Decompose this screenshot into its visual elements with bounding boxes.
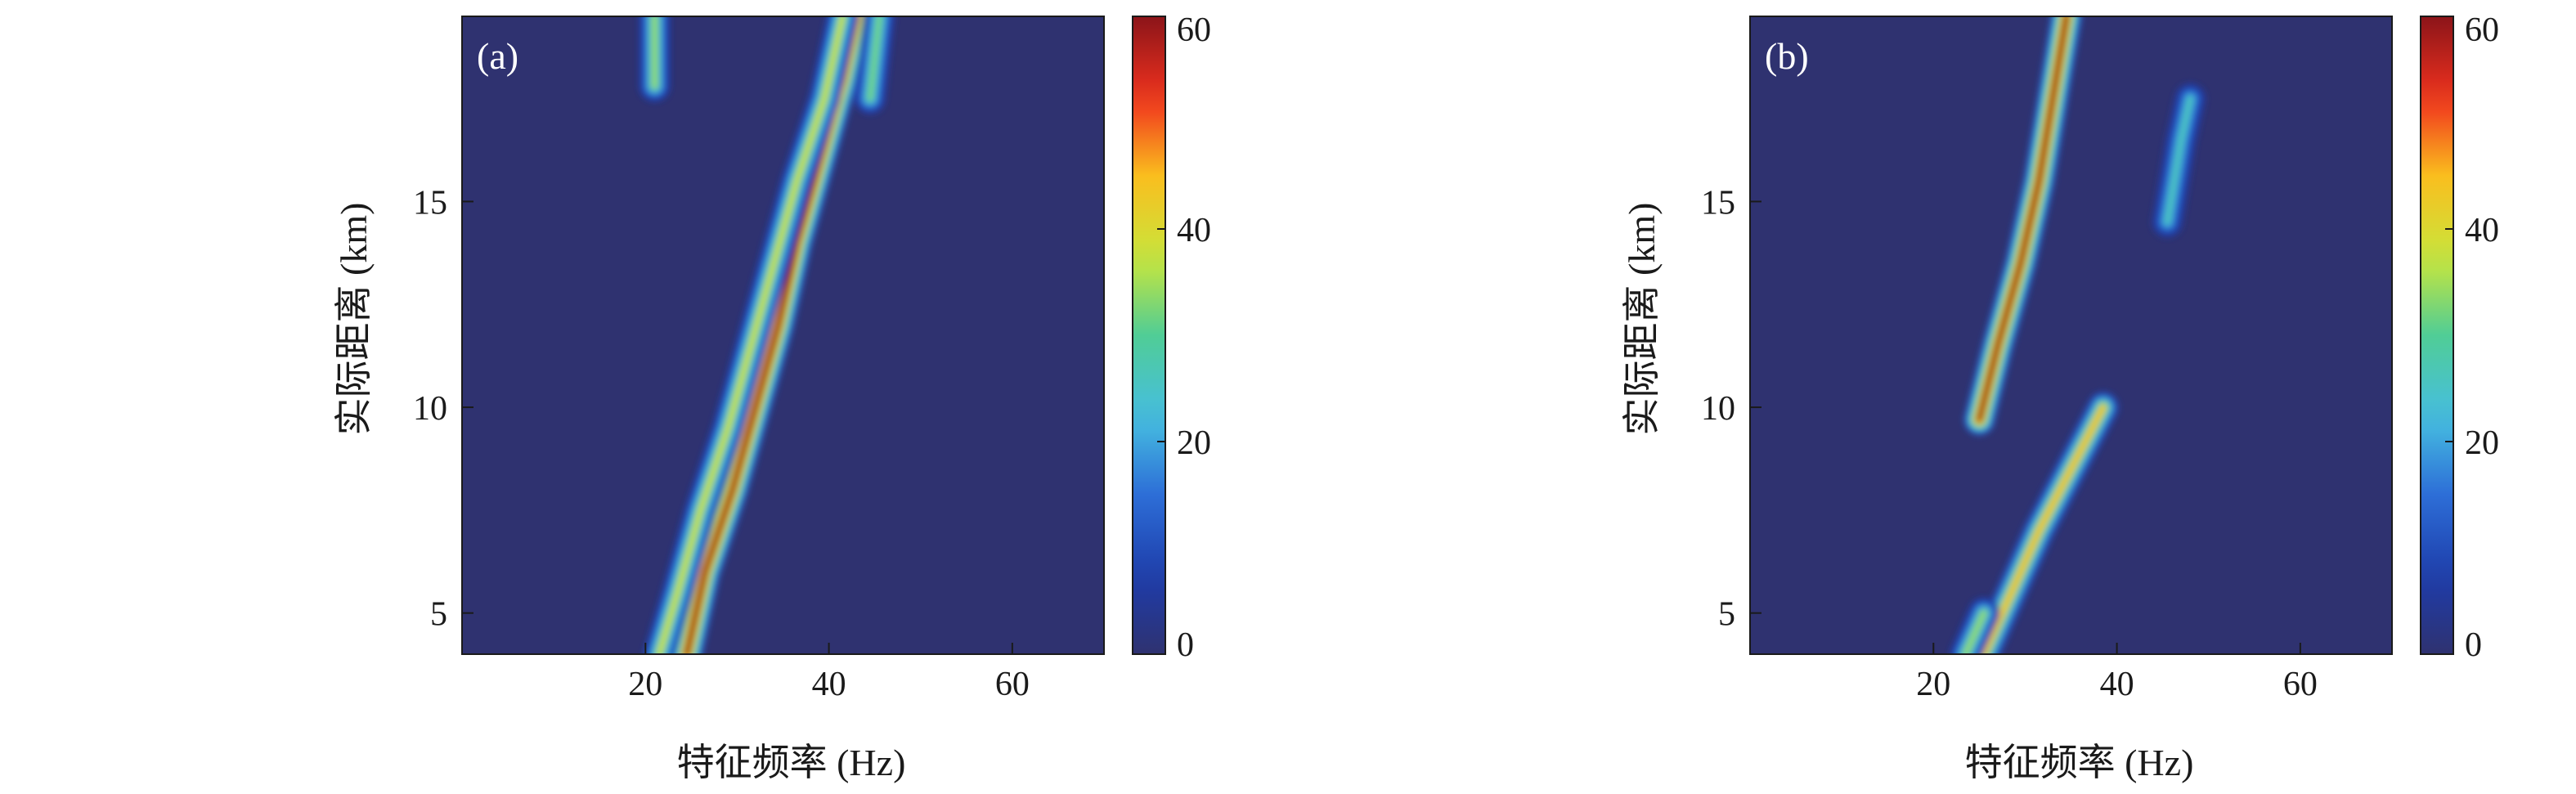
panel-a-svg: 20 40 60 5 10 15 特征频率 (Hz) 实际距离 (km) (a) 0 20 40 60 [333,11,1211,783]
x-tick-label: 60 [2283,666,2318,703]
x-tick-label: 60 [995,666,1030,703]
ridge-layer [1963,610,1987,654]
ridge-layer [1976,16,2070,423]
heatmap-ridge-3 [855,16,895,114]
colorbar [2420,16,2454,655]
y-tick-label: 10 [1701,390,1735,428]
panel-label: (b) [1765,35,1809,77]
colorbar-tick-label: 60 [1177,11,1211,49]
y-tick-label: 15 [413,184,447,222]
y-tick-label: 5 [430,596,447,634]
colorbar-tick-label: 40 [2465,212,2499,249]
y-tick-label: 15 [1701,184,1735,222]
ridge-layer [2164,96,2193,226]
colorbar-tick-label: 20 [2465,424,2499,462]
x-tick-label: 40 [812,666,846,703]
heatmap-ridge-2 [644,16,859,654]
y-axis-label: 实际距离 (km) [1621,203,1663,436]
heatmap-ridge-3 [1950,597,1999,654]
x-tick-label: 40 [2100,666,2134,703]
heatmap-ridges [639,16,895,654]
panel-label: (a) [477,35,518,77]
colorbar [1132,16,1166,655]
panel-b: 20 40 60 5 10 15 特征频率 (Hz) 实际距离 (km) (b) 0 20 40 60 [1288,0,2576,794]
ridge-layer [867,16,882,102]
heatmap-ridge-1 [1963,16,2082,436]
plot-frame [1749,16,2393,655]
colorbar-tick-label: 0 [1177,626,1194,664]
x-tick-label: 20 [1916,666,1950,703]
heatmap-ridge-2 [1968,392,2119,654]
panel-b-svg: 20 40 60 5 10 15 特征频率 (Hz) 实际距离 (km) (b) 0 20 40 60 [1621,11,2499,783]
panel-a: 20 40 60 5 10 15 特征频率 (Hz) 实际距离 (km) (a) 0 20 40 60 [333,11,1211,783]
y-tick-label: 10 [413,390,447,428]
heatmap-ridge-4 [2152,83,2206,238]
colorbar-tick-label: 40 [1177,212,1211,249]
colorbar-tick-label: 0 [2465,626,2482,664]
y-tick-label: 5 [1718,596,1735,634]
colorbar-tick-label: 20 [1177,424,1211,462]
x-axis-label: 特征频率 (Hz) [1965,742,2194,783]
ridge-layer [656,16,846,654]
x-tick-label: 20 [628,666,662,703]
colorbar-tick-label: 60 [2465,11,2499,49]
plot-frame [461,16,1105,655]
y-axis-label: 实际距离 (km) [333,203,375,436]
ridge-layer [1981,404,2107,654]
x-axis-label: 特征频率 (Hz) [677,742,906,783]
heatmap-background [1750,16,2392,654]
heatmap-ridges [1950,16,2206,654]
